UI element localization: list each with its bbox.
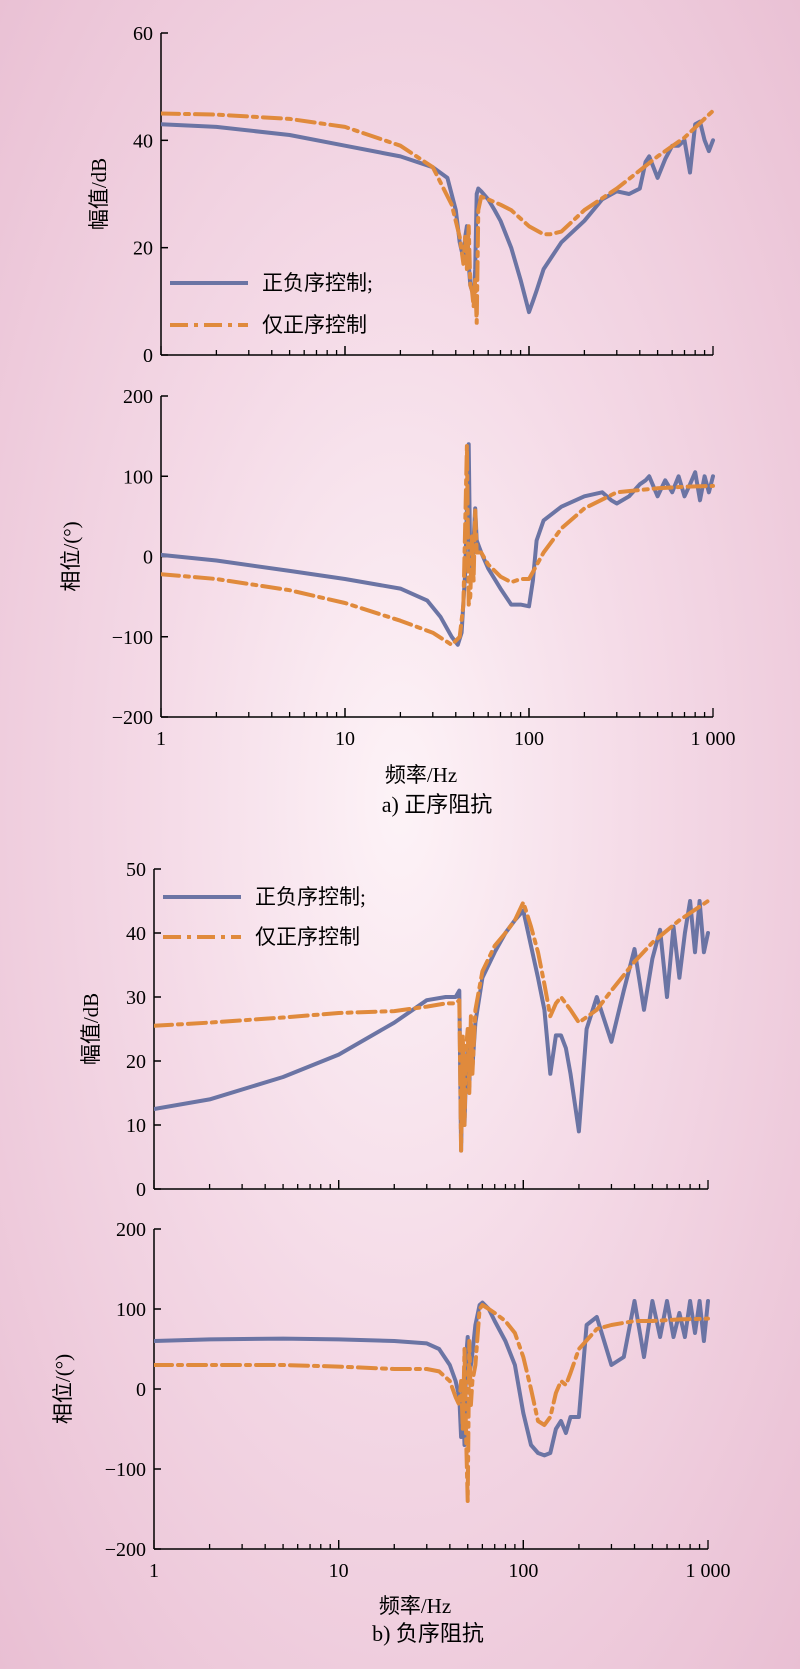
y-tick-label: 0 xyxy=(143,345,153,367)
y-tick-label: 20 xyxy=(126,1051,146,1073)
y-tick-label: 0 xyxy=(143,547,153,569)
panel-b-phase: −200 −100 0 100 200 1 10 100 1 000 相位/(°) 频率/Hz xyxy=(51,1219,731,1618)
series-line-positive-only xyxy=(161,108,715,325)
panel-b-magnitude: 0 10 20 30 40 50 幅值/dB 正负序控制; 仅正序控制 xyxy=(79,859,710,1201)
x-tick-label: 10 xyxy=(335,728,355,750)
legend-label: 正负序控制; xyxy=(262,271,373,295)
caption-b: b) 负序阻抗 xyxy=(372,1621,484,1646)
x-tick-label: 1 xyxy=(156,728,166,750)
series-line-positive-only xyxy=(161,443,715,647)
y-axis-label: 相位/(°) xyxy=(51,1354,75,1424)
legend-label: 仅正序控制 xyxy=(262,313,367,337)
y-tick-label: 10 xyxy=(126,1115,146,1137)
y-tick-label: 100 xyxy=(116,1299,146,1321)
series-line-positive-only xyxy=(154,899,710,1153)
panel-a-phase: −200 −100 0 100 200 1 10 100 1 000 相位/(°) 频率/Hz xyxy=(59,386,736,787)
y-tick-label: −200 xyxy=(112,707,153,729)
x-axis-label: 频率/Hz xyxy=(385,763,457,787)
y-tick-label: 30 xyxy=(126,987,146,1009)
y-axis-label: 相位/(°) xyxy=(59,521,83,591)
x-tick-label: 1 xyxy=(149,1560,159,1582)
y-tick-label: −200 xyxy=(105,1539,146,1561)
legend-label: 正负序控制; xyxy=(255,885,366,909)
y-tick-label: 50 xyxy=(126,859,146,881)
y-tick-label: 0 xyxy=(136,1379,146,1401)
y-tick-label: 20 xyxy=(133,238,153,260)
x-tick-label: 1 000 xyxy=(691,728,736,750)
y-tick-label: 40 xyxy=(126,923,146,945)
x-tick-label: 100 xyxy=(514,728,544,750)
y-tick-label: 40 xyxy=(133,130,153,152)
y-axis-label: 幅值/dB xyxy=(87,158,111,230)
y-tick-label: 60 xyxy=(133,23,153,45)
x-axis-label: 频率/Hz xyxy=(379,1594,451,1618)
x-tick-label: 100 xyxy=(508,1560,538,1582)
caption-a: a) 正序阻抗 xyxy=(382,792,493,817)
y-tick-label: −100 xyxy=(112,627,153,649)
series-line-positive-negative xyxy=(154,1299,710,1458)
panel-a-magnitude: 0 20 40 60 幅值/dB 正负序控制; 仅正序控制 xyxy=(87,23,715,367)
y-tick-label: 100 xyxy=(123,466,153,488)
y-tick-label: −100 xyxy=(105,1459,146,1481)
legend-label: 仅正序控制 xyxy=(255,925,360,949)
y-tick-label: 0 xyxy=(136,1179,146,1201)
y-tick-label: 200 xyxy=(116,1219,146,1241)
series-line-positive-negative xyxy=(161,442,715,647)
y-tick-label: 200 xyxy=(123,386,153,408)
x-tick-label: 1 000 xyxy=(686,1560,731,1582)
series-line-positive-only xyxy=(154,1303,710,1503)
y-axis-label: 幅值/dB xyxy=(79,993,103,1065)
x-tick-label: 10 xyxy=(329,1560,349,1582)
series-line-positive-negative xyxy=(154,899,710,1153)
